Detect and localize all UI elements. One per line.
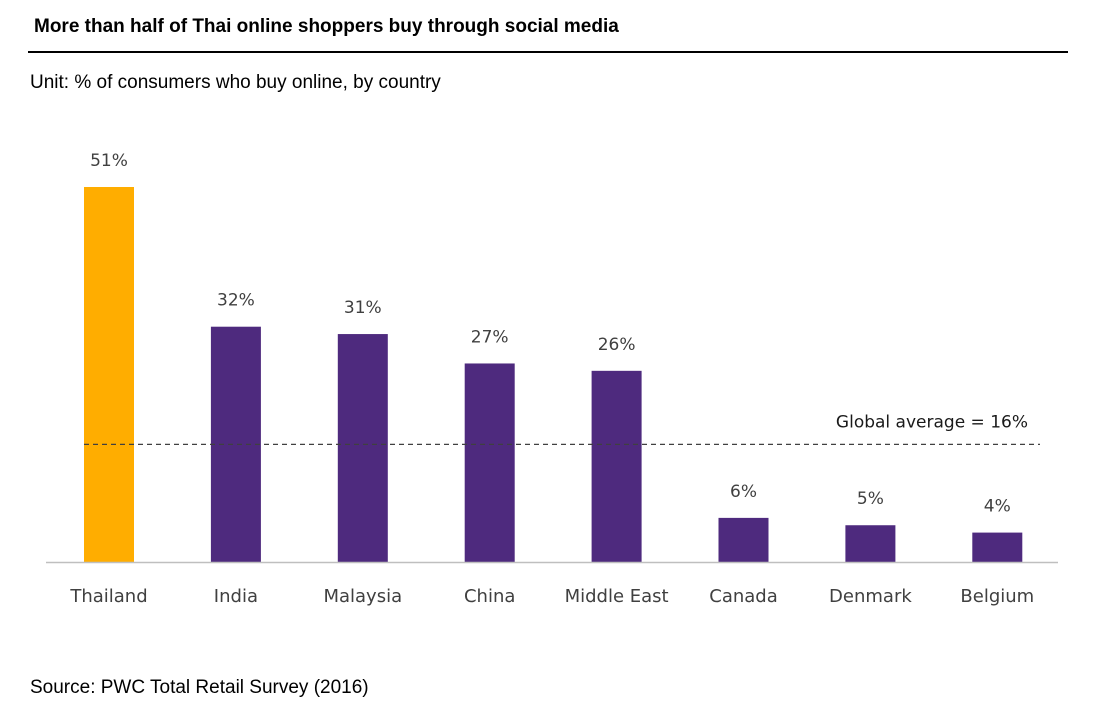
title-divider [28,51,1068,53]
bar-china [464,363,515,562]
category-label-india: India [214,586,258,607]
category-label-middle-east: Middle East [565,586,669,607]
category-labels-layer: Thailand India Malaysia China Middle East Can… [69,586,1034,607]
value-label-china: 27% [471,327,509,347]
value-label-thailand: 51% [90,151,128,171]
category-label-denmark: Denmark [829,586,912,607]
bars-layer [84,187,1023,562]
category-label-canada: Canada [709,586,778,607]
category-label-china: China [464,586,515,607]
category-label-thailand: Thailand [69,586,147,607]
source-note: Source: PWC Total Retail Survey (2016) [30,677,369,698]
bar-denmark [845,525,896,562]
unit-label: Unit: % of consumers who buy online, by … [30,72,441,93]
value-label-canada: 6% [730,482,757,502]
category-label-belgium: Belgium [960,586,1034,607]
value-label-denmark: 5% [857,489,884,509]
chart-title: More than half of Thai online shoppers b… [34,16,619,37]
value-label-belgium: 4% [984,497,1011,517]
global-average-label: Global average = 16% [836,412,1028,432]
bar-belgium [972,532,1023,562]
value-label-middle-east: 26% [598,335,636,355]
bar-middle-east [591,370,642,562]
value-label-malaysia: 31% [344,298,382,318]
bar-malaysia [337,334,388,562]
bar-thailand [84,187,134,562]
value-labels-layer: 51% 32% 31% 27% 26% 6% 5% 4% [90,151,1011,517]
value-label-india: 32% [217,291,255,311]
bar-canada [718,517,769,562]
category-label-malaysia: Malaysia [323,586,402,607]
bar-india [210,326,261,562]
